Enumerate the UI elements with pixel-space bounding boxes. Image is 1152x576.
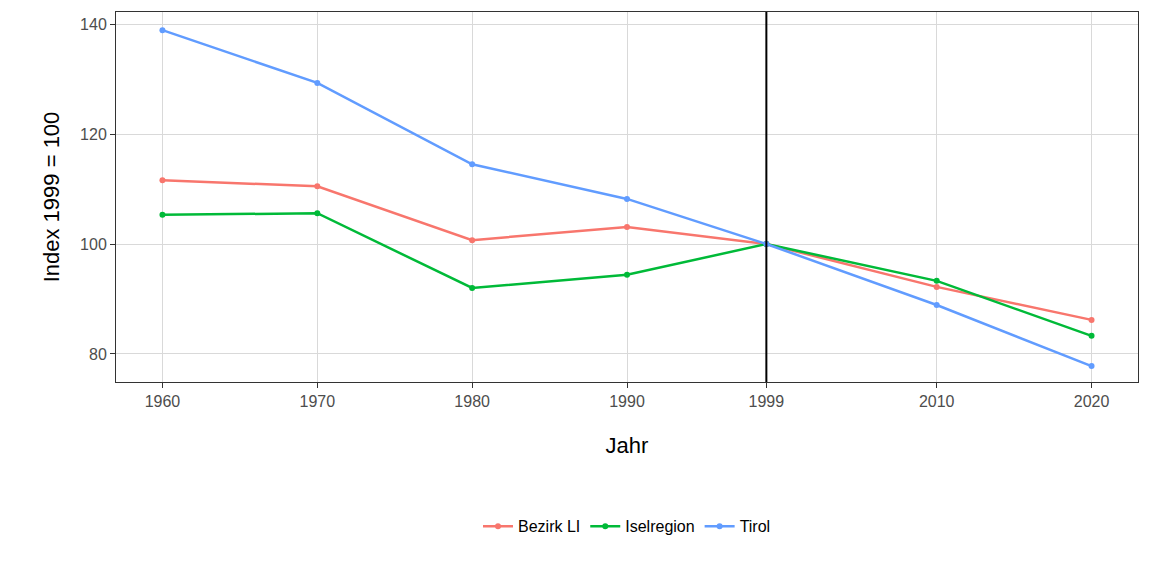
svg-text:Iselregion: Iselregion [625,518,694,535]
svg-text:120: 120 [80,126,107,143]
svg-text:1990: 1990 [609,393,645,410]
svg-text:140: 140 [80,16,107,33]
svg-text:1970: 1970 [300,393,336,410]
svg-text:Tirol: Tirol [740,518,771,535]
svg-text:1980: 1980 [454,393,490,410]
svg-text:1999: 1999 [749,393,785,410]
svg-text:Bezirk LI: Bezirk LI [518,518,580,535]
svg-text:Index 1999 = 100: Index 1999 = 100 [39,112,64,283]
svg-text:Jahr: Jahr [606,433,649,458]
svg-text:80: 80 [89,346,107,363]
svg-text:1960: 1960 [145,393,181,410]
svg-text:2010: 2010 [919,393,955,410]
svg-text:2020: 2020 [1074,393,1110,410]
svg-text:100: 100 [80,236,107,253]
